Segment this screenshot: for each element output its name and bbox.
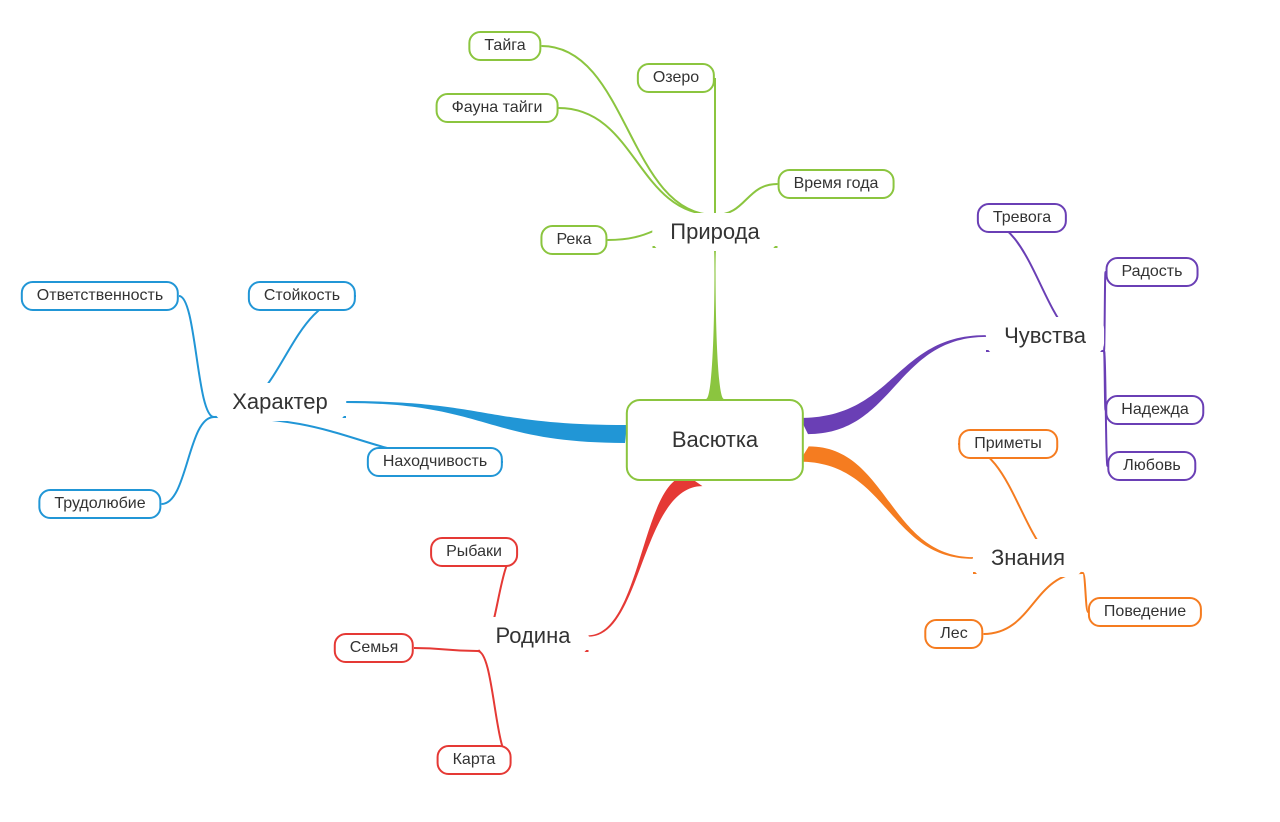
branch-character[interactable]: Характер — [214, 383, 346, 421]
leaf-joy-label: Радость — [1122, 263, 1183, 280]
leaf-fishermen[interactable]: Рыбаки — [430, 537, 518, 567]
leaf-connector — [414, 648, 478, 651]
branch-connector — [588, 476, 703, 637]
leaf-season-label: Время года — [794, 175, 879, 192]
leaf-behavior-label: Поведение — [1104, 603, 1186, 620]
leaf-connector — [715, 184, 778, 215]
leaf-connector — [162, 417, 215, 504]
leaf-resourcefulness[interactable]: Находчивость — [367, 447, 503, 477]
leaf-fishermen-label: Рыбаки — [446, 543, 502, 560]
leaf-anxiety-label: Тревога — [993, 209, 1051, 226]
leaf-taiga-label: Тайга — [484, 37, 525, 54]
leaf-lake-label: Озеро — [653, 69, 699, 86]
leaf-map-label: Карта — [453, 751, 496, 768]
branch-homeland[interactable]: Родина — [478, 617, 589, 655]
branch-feelings[interactable]: Чувства — [986, 317, 1104, 355]
leaf-signs-label: Приметы — [974, 435, 1042, 452]
leaf-joy[interactable]: Радость — [1106, 257, 1199, 287]
branch-homeland-label: Родина — [496, 623, 571, 648]
leaf-responsibility[interactable]: Ответственность — [21, 281, 179, 311]
leaf-lake[interactable]: Озеро — [637, 63, 715, 93]
leaf-resilience-label: Стойкость — [264, 287, 340, 304]
leaf-map[interactable]: Карта — [437, 745, 512, 775]
leaf-love-label: Любовь — [1123, 457, 1180, 474]
leaf-family-label: Семья — [350, 639, 398, 656]
leaf-forest[interactable]: Лес — [924, 619, 983, 649]
leaf-diligence[interactable]: Трудолюбие — [38, 489, 161, 519]
leaf-connector — [478, 651, 512, 760]
branch-connector — [799, 446, 973, 559]
leaf-resilience[interactable]: Стойкость — [248, 281, 356, 311]
branch-nature-label: Природа — [670, 219, 759, 244]
leaf-behavior[interactable]: Поведение — [1088, 597, 1202, 627]
leaf-connector — [179, 296, 214, 417]
leaf-responsibility-label: Ответственность — [37, 287, 163, 304]
leaf-resourcefulness-label: Находчивость — [383, 453, 487, 470]
leaf-fauna[interactable]: Фауна тайги — [436, 93, 559, 123]
leaf-river[interactable]: Река — [540, 225, 607, 255]
branch-feelings-label: Чувства — [1004, 323, 1086, 348]
leaf-connector — [1104, 272, 1106, 351]
leaf-love[interactable]: Любовь — [1107, 451, 1196, 481]
leaf-hope[interactable]: Надежда — [1105, 395, 1204, 425]
leaf-connector — [559, 108, 716, 215]
leaf-anxiety[interactable]: Тревога — [977, 203, 1067, 233]
leaf-taiga[interactable]: Тайга — [468, 31, 541, 61]
leaf-signs[interactable]: Приметы — [958, 429, 1058, 459]
leaf-season[interactable]: Время года — [778, 169, 895, 199]
center-node[interactable]: Васютка — [626, 399, 804, 481]
leaf-river-label: Река — [556, 231, 591, 248]
leaf-fauna-label: Фауна тайги — [452, 99, 543, 116]
branch-character-label: Характер — [232, 389, 328, 414]
leaf-connector — [984, 573, 1084, 634]
mindmap-canvas: Васютка Природа Тайга Фауна тайги Озеро Время… — [0, 0, 1280, 822]
branch-connector — [346, 401, 627, 443]
branch-knowledge-label: Знания — [991, 545, 1065, 570]
leaf-family[interactable]: Семья — [334, 633, 414, 663]
leaf-forest-label: Лес — [940, 625, 967, 642]
leaf-hope-label: Надежда — [1121, 401, 1188, 418]
branch-connector — [800, 335, 986, 434]
leaf-diligence-label: Трудолюбие — [54, 495, 145, 512]
branch-nature[interactable]: Природа — [652, 213, 777, 251]
branch-connector — [706, 251, 724, 399]
leaf-connector — [1104, 351, 1106, 410]
branch-knowledge[interactable]: Знания — [973, 539, 1083, 577]
center-node-label: Васютка — [672, 427, 758, 452]
